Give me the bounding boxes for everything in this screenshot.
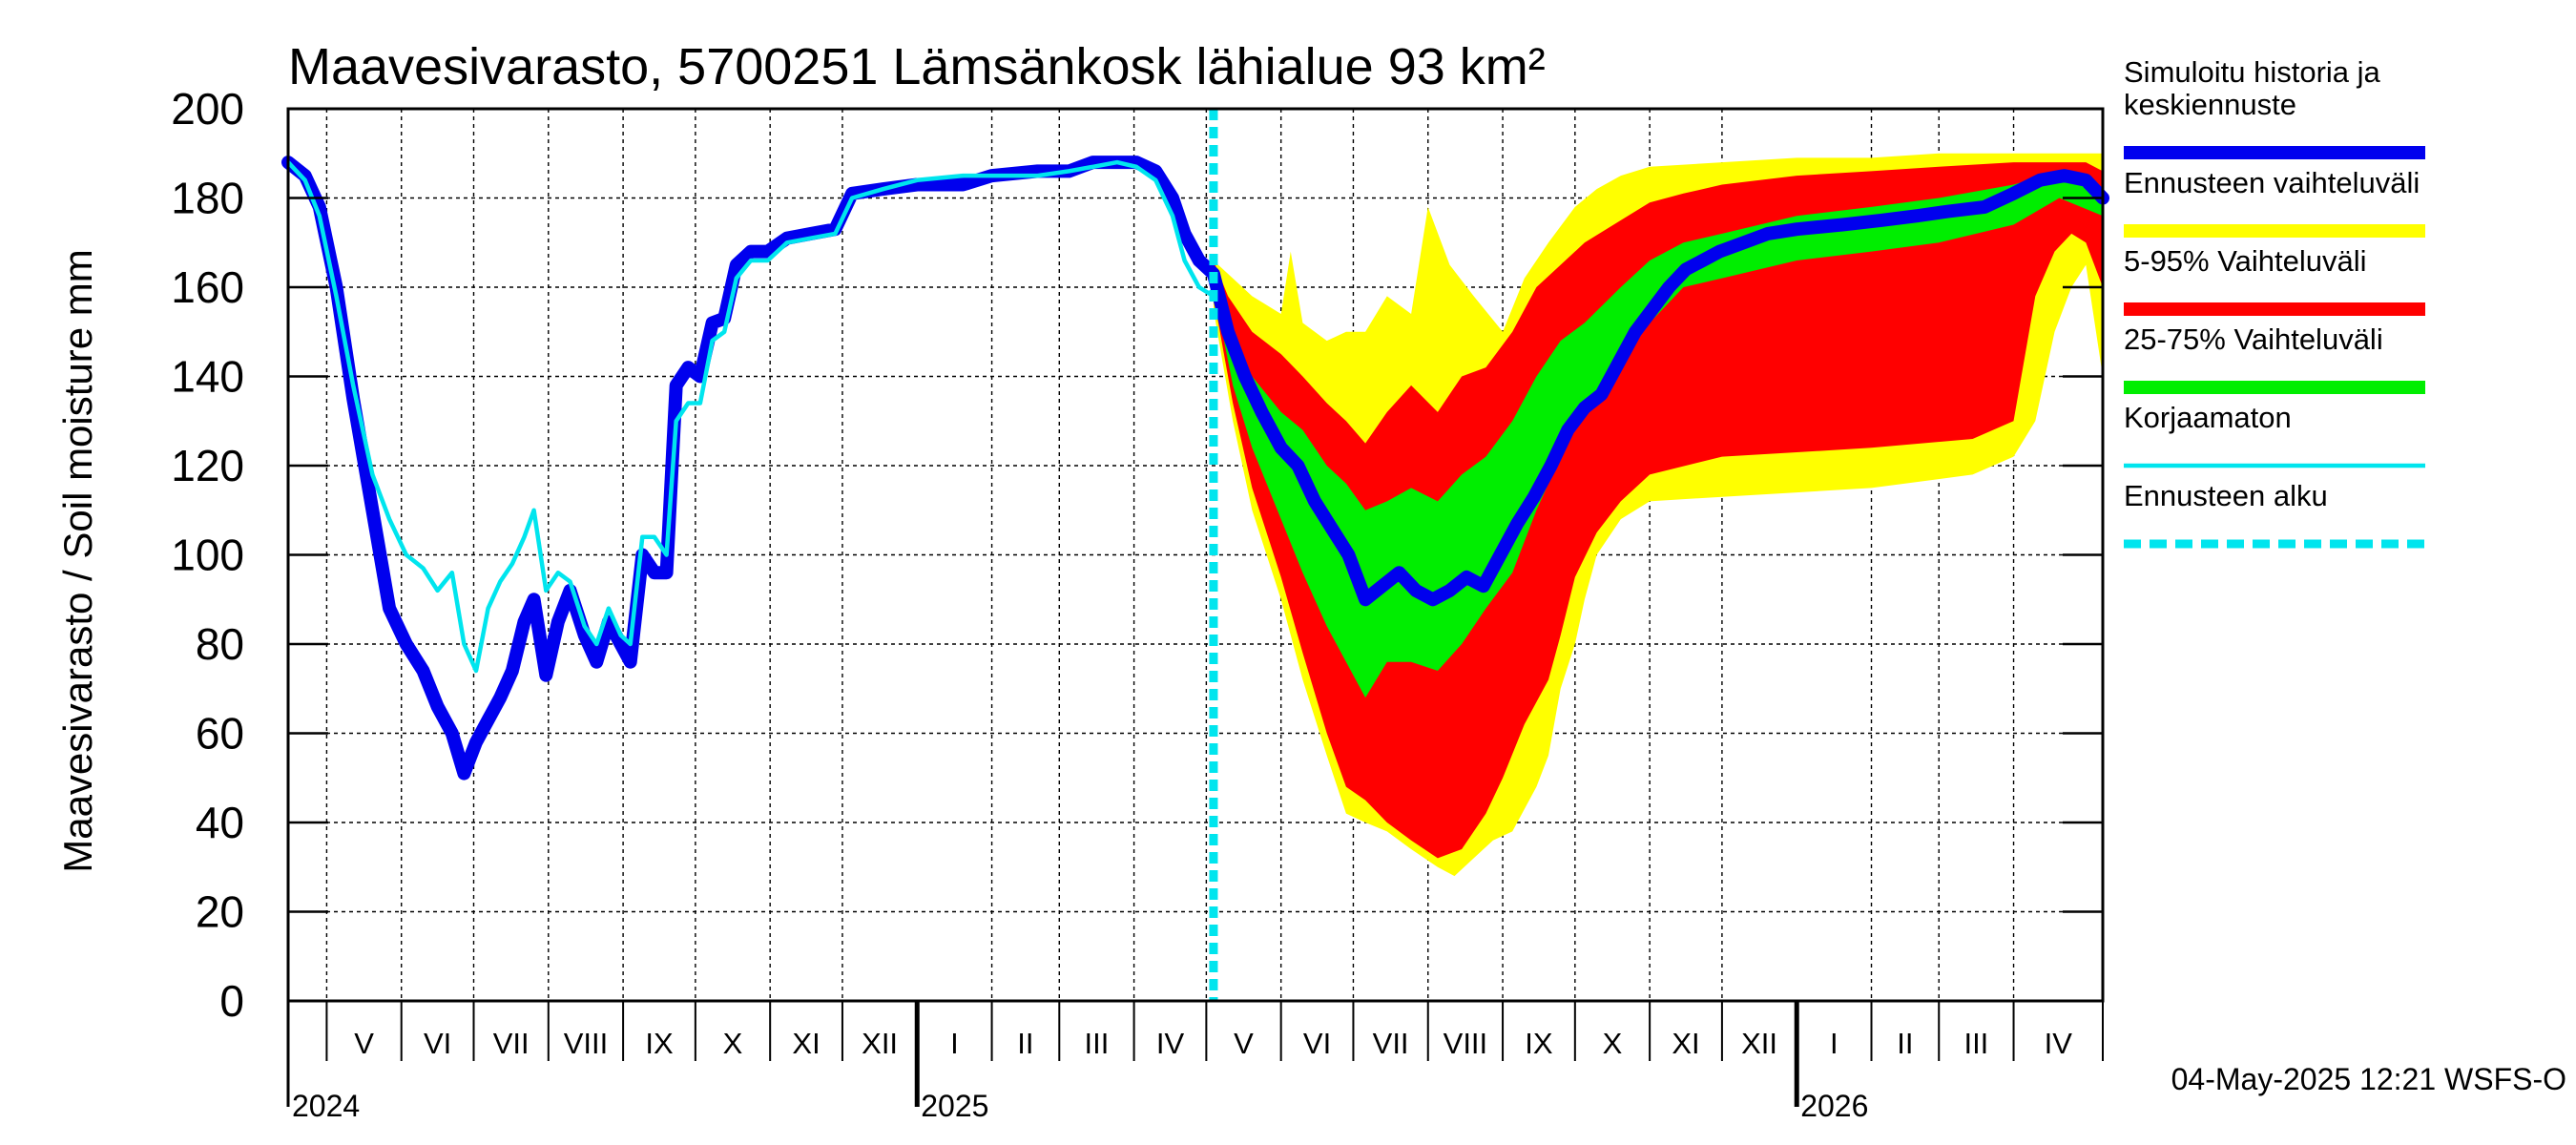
month-label: IV xyxy=(1156,1027,1185,1060)
series-uncorrected xyxy=(286,159,1215,674)
month-label: IX xyxy=(645,1027,674,1060)
series-simulated-mean xyxy=(281,156,2109,781)
year-label: 2025 xyxy=(921,1089,988,1123)
y-tick-label: 60 xyxy=(196,709,244,759)
month-label: XI xyxy=(1672,1027,1699,1060)
month-label: II xyxy=(1897,1027,1913,1060)
legend-label: Korjaamaton xyxy=(2124,401,2292,434)
forecast-bands xyxy=(1213,153,2103,877)
month-label: I xyxy=(1830,1027,1839,1060)
timestamp-footer: 04-May-2025 12:21 WSFS-O xyxy=(2171,1062,2566,1096)
month-label: XI xyxy=(792,1027,820,1060)
month-label: III xyxy=(1963,1027,1988,1060)
y-tick-label: 180 xyxy=(171,174,244,223)
month-label: X xyxy=(723,1027,743,1060)
month-label: VI xyxy=(424,1027,451,1060)
y-tick-label: 160 xyxy=(171,262,244,312)
y-tick-label: 80 xyxy=(196,619,244,669)
month-label: IV xyxy=(2045,1027,2073,1060)
year-label: 2024 xyxy=(292,1089,360,1123)
month-label: V xyxy=(1234,1027,1254,1060)
legend-label: 5-95% Vaihteluväli xyxy=(2124,244,2366,278)
month-label: II xyxy=(1017,1027,1033,1060)
month-label: XII xyxy=(862,1027,898,1060)
legend-label: Ennusteen vaihteluväli xyxy=(2124,166,2420,199)
month-label: VII xyxy=(1373,1027,1409,1060)
legend-label: keskiennuste xyxy=(2124,88,2296,121)
month-label: VIII xyxy=(1444,1027,1488,1060)
band-p5-95 xyxy=(1213,162,2103,859)
month-label: IX xyxy=(1525,1027,1553,1060)
month-label: VII xyxy=(493,1027,530,1060)
month-label: V xyxy=(354,1027,374,1060)
month-label: I xyxy=(950,1027,959,1060)
y-tick-label: 200 xyxy=(171,84,244,134)
month-label: III xyxy=(1085,1027,1110,1060)
y-tick-label: 0 xyxy=(219,976,244,1026)
plot-frame xyxy=(286,107,2105,1003)
y-tick-label: 20 xyxy=(196,887,244,937)
month-label: VIII xyxy=(564,1027,609,1060)
chart-title: Maavesivarasto, 5700251 Lämsänkosk lähia… xyxy=(288,38,1546,95)
series-lines xyxy=(281,109,2109,1001)
legend-label: Simuloitu historia ja xyxy=(2124,55,2381,89)
y-tick-label: 40 xyxy=(196,798,244,847)
band-p25-75 xyxy=(1213,171,2103,698)
y-tick-label: 120 xyxy=(171,441,244,490)
month-label: X xyxy=(1603,1027,1623,1060)
y-tick-label: 140 xyxy=(171,352,244,402)
y-axis-label: Maavesivarasto / Soil moisture mm xyxy=(55,249,100,873)
legend-label: 25-75% Vaihteluväli xyxy=(2124,323,2383,356)
legend-label: Ennusteen alku xyxy=(2124,479,2328,512)
month-label: XII xyxy=(1741,1027,1777,1060)
year-label: 2026 xyxy=(1800,1089,1868,1123)
y-tick-label: 100 xyxy=(171,531,244,580)
month-label: VI xyxy=(1303,1027,1331,1060)
